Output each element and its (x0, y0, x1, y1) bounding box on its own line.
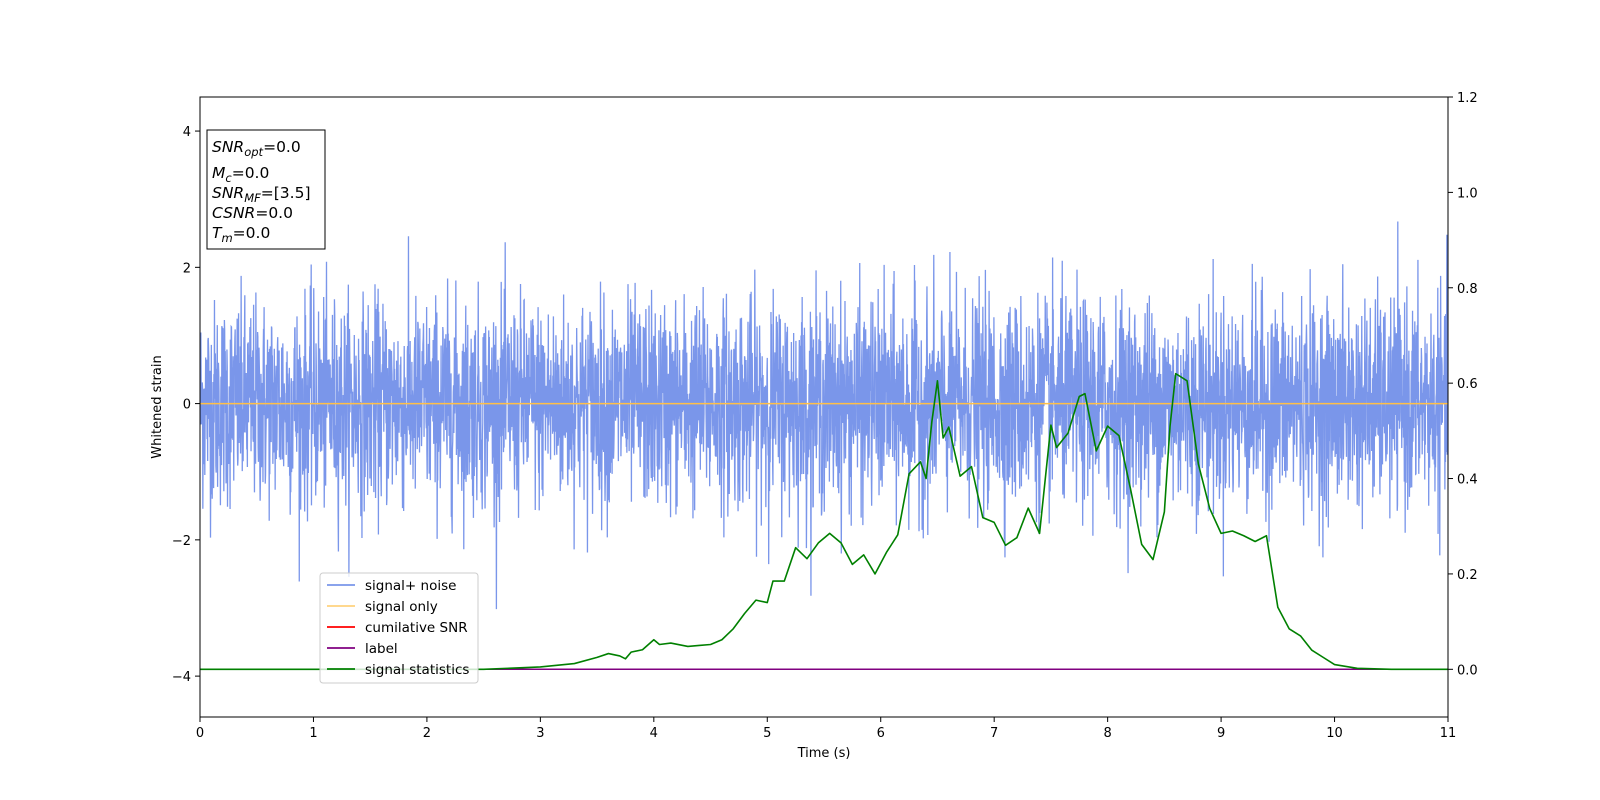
right-y-tick-label: 0.4 (1457, 473, 1478, 488)
legend-frame (319, 572, 479, 684)
noise-series-layer (200, 221, 1448, 610)
info-line-subscript: opt (244, 145, 263, 159)
info-line-value: =0.0 (233, 224, 271, 242)
x-tick-label: 2 (423, 726, 431, 741)
right-y-tick-label: 1.0 (1457, 186, 1478, 201)
info-line-symbol: M (212, 164, 225, 182)
legend: signal+ noise signal only cumilative SNR la… (319, 572, 479, 684)
info-line-symbol: SNR (212, 138, 244, 156)
x-tick-label: 5 (763, 726, 771, 741)
x-tick-label: 11 (1440, 726, 1457, 741)
info-line-subscript: MF (244, 191, 261, 205)
y-axis-label: Whitened strain (150, 355, 165, 458)
info-box: SNRopt=0.0Mc=0.0SNRMF=[3.5]CSNR=0.0Tm=0.… (206, 129, 326, 250)
right-y-axis: 1.2 1.0 0.8 0.6 0.4 0.2 0.0 (1448, 91, 1478, 678)
info-line-value: =0.0 (255, 204, 293, 222)
x-axis: 0 1 2 3 4 5 6 7 8 9 10 11 (196, 717, 1456, 741)
right-y-tick-label: 1.2 (1457, 91, 1478, 106)
series-line-signal-statistics (200, 372, 1448, 671)
left-y-tick-label: 4 (183, 125, 191, 140)
legend-label: label (365, 641, 398, 657)
info-line: SNRopt=0.0 (212, 138, 301, 159)
info-line: CSNR=0.0 (212, 204, 293, 222)
x-tick-label: 4 (650, 726, 658, 741)
x-tick-label: 9 (1217, 726, 1225, 741)
info-line-symbol: T (212, 224, 223, 242)
info-box-frame (206, 129, 326, 250)
x-tick-label: 3 (536, 726, 544, 741)
x-tick-label: 8 (1103, 726, 1111, 741)
x-tick-label: 10 (1326, 726, 1343, 741)
legend-label: signal+ noise (365, 578, 456, 594)
x-axis-label: Time (s) (797, 746, 851, 761)
x-tick-label: 1 (309, 726, 317, 741)
info-line: Tm=0.0 (212, 224, 270, 245)
x-tick-label: 7 (990, 726, 998, 741)
plot-frame (199, 96, 1449, 718)
info-line-subscript: m (221, 231, 232, 245)
left-y-tick-label: −4 (172, 670, 191, 685)
left-y-axis: 4 2 0 −2 −4 (172, 125, 200, 685)
info-line: SNRMF=[3.5] (212, 184, 311, 205)
left-y-tick-label: 0 (183, 398, 191, 413)
legend-label: signal statistics (365, 662, 469, 678)
x-tick-label: 0 (196, 726, 204, 741)
info-line-subscript: c (225, 171, 232, 185)
info-line-value: =0.0 (263, 138, 301, 156)
info-line-value: =[3.5] (261, 184, 311, 202)
x-tick-label: 6 (877, 726, 885, 741)
statistics-series-layer (200, 372, 1448, 671)
info-line: Mc=0.0 (212, 164, 269, 185)
info-line-symbol: CSNR (212, 204, 255, 222)
series-line-signal-noise (200, 221, 1448, 610)
right-y-tick-label: 0.2 (1457, 568, 1478, 583)
right-y-tick-label: 0.0 (1457, 663, 1478, 678)
info-line-value: =0.0 (232, 164, 270, 182)
left-y-tick-label: 2 (183, 261, 191, 276)
right-y-tick-label: 0.6 (1457, 377, 1478, 392)
info-line-symbol: SNR (212, 184, 244, 202)
legend-label: cumilative SNR (365, 620, 468, 636)
legend-label: signal only (365, 599, 438, 615)
right-y-tick-label: 0.8 (1457, 282, 1478, 297)
left-y-tick-label: −2 (172, 534, 191, 549)
